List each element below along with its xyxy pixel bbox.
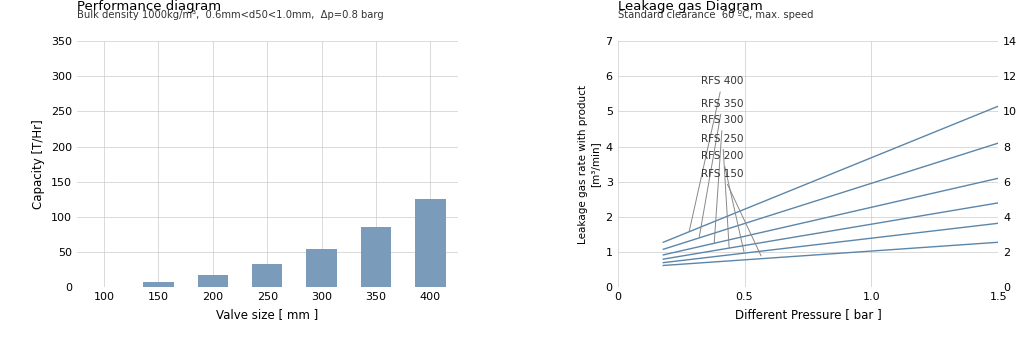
Bar — [306, 249, 337, 287]
Text: RFS 150: RFS 150 — [701, 169, 761, 256]
Text: RFS 200: RFS 200 — [701, 152, 743, 251]
Text: Bulk density 1000kg/m³,  0.6mm<d50<1.0mm,  Δp=0.8 barg: Bulk density 1000kg/m³, 0.6mm<d50<1.0mm,… — [77, 10, 384, 20]
Text: Leakage gas Diagram: Leakage gas Diagram — [617, 0, 762, 13]
X-axis label: Valve size [ mm ]: Valve size [ mm ] — [216, 308, 318, 321]
Text: RFS 400: RFS 400 — [689, 77, 743, 231]
Y-axis label: Leakage gas rate without product
[m³/min]: Leakage gas rate without product [m³/min… — [1023, 76, 1024, 252]
Bar — [415, 199, 445, 287]
Text: RFS 250: RFS 250 — [701, 134, 743, 248]
Y-axis label: Leakage gas rate with product
[m³/min]: Leakage gas rate with product [m³/min] — [579, 85, 600, 244]
Bar — [360, 227, 391, 287]
Text: RFS 300: RFS 300 — [701, 115, 743, 243]
Bar — [198, 275, 228, 287]
Bar — [252, 264, 283, 287]
Bar — [143, 282, 174, 287]
X-axis label: Different Pressure [ bar ]: Different Pressure [ bar ] — [734, 308, 882, 321]
Text: Performance diagram: Performance diagram — [77, 0, 221, 13]
Text: RFS 350: RFS 350 — [699, 98, 743, 237]
Text: Standard clearance  60 ºC, max. speed: Standard clearance 60 ºC, max. speed — [617, 10, 813, 20]
Y-axis label: Capacity [T/Hr]: Capacity [T/Hr] — [33, 119, 45, 209]
